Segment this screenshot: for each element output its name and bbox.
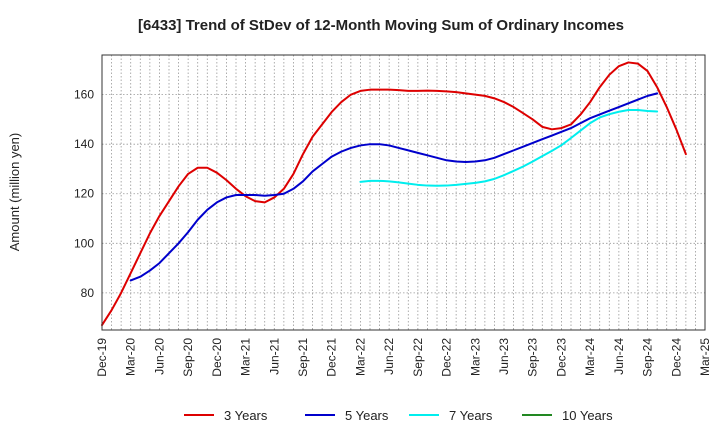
x-tick-label: Dec-23	[554, 338, 568, 377]
x-tick-label: Mar-25	[698, 338, 712, 376]
x-tick-label: Dec-19	[95, 338, 109, 377]
chart-title: [6433] Trend of StDev of 12-Month Moving…	[138, 17, 624, 34]
y-tick-label: 140	[74, 137, 94, 151]
series-line-5-years	[129, 92, 659, 282]
legend-label: 3 Years	[224, 408, 268, 423]
x-tick-label: Jun-22	[382, 338, 396, 375]
y-axis-label: Amount (million yen)	[7, 133, 22, 252]
series-lines	[101, 61, 687, 327]
x-tick-label: Dec-22	[440, 338, 454, 377]
x-tick-label: Mar-23	[468, 338, 482, 376]
legend-label: 5 Years	[345, 408, 389, 423]
x-tick-label: Sep-20	[181, 338, 195, 377]
x-tick-label: Mar-24	[583, 338, 597, 376]
x-tick-label: Dec-21	[325, 338, 339, 377]
y-axis-ticks: 80 100 120 140 160	[74, 88, 94, 300]
y-tick-label: 80	[81, 286, 95, 300]
x-tick-label: Jun-24	[612, 338, 626, 375]
x-tick-label: Sep-21	[296, 338, 310, 377]
x-axis-ticks: Dec-19 Mar-20 Jun-20 Sep-20 Dec-20 Mar-21 Jun-…	[95, 338, 712, 377]
legend-label: 10 Years	[562, 408, 613, 423]
y-tick-label: 160	[74, 88, 94, 102]
x-tick-label: Sep-23	[526, 338, 540, 377]
x-tick-label: Mar-21	[239, 338, 253, 376]
series-line-3-years	[101, 61, 687, 327]
x-tick-label: Sep-24	[641, 338, 655, 377]
x-tick-label: Dec-20	[210, 338, 224, 377]
y-tick-label: 120	[74, 187, 94, 201]
grid	[102, 55, 705, 330]
x-tick-label: Mar-22	[353, 338, 367, 376]
plot-frame	[101, 54, 706, 331]
x-tick-label: Jun-23	[497, 338, 511, 375]
x-tick-label: Mar-20	[124, 338, 138, 376]
x-tick-label: Dec-24	[669, 338, 683, 377]
x-tick-label: Jun-20	[152, 338, 166, 375]
legend-label: 7 Years	[449, 408, 493, 423]
y-tick-label: 100	[74, 236, 94, 250]
legend: 3 Years 5 Years 7 Years 10 Years	[184, 408, 613, 423]
series-line-7-years	[359, 109, 659, 187]
x-tick-label: Sep-22	[411, 338, 425, 377]
x-tick-label: Jun-21	[267, 338, 281, 375]
